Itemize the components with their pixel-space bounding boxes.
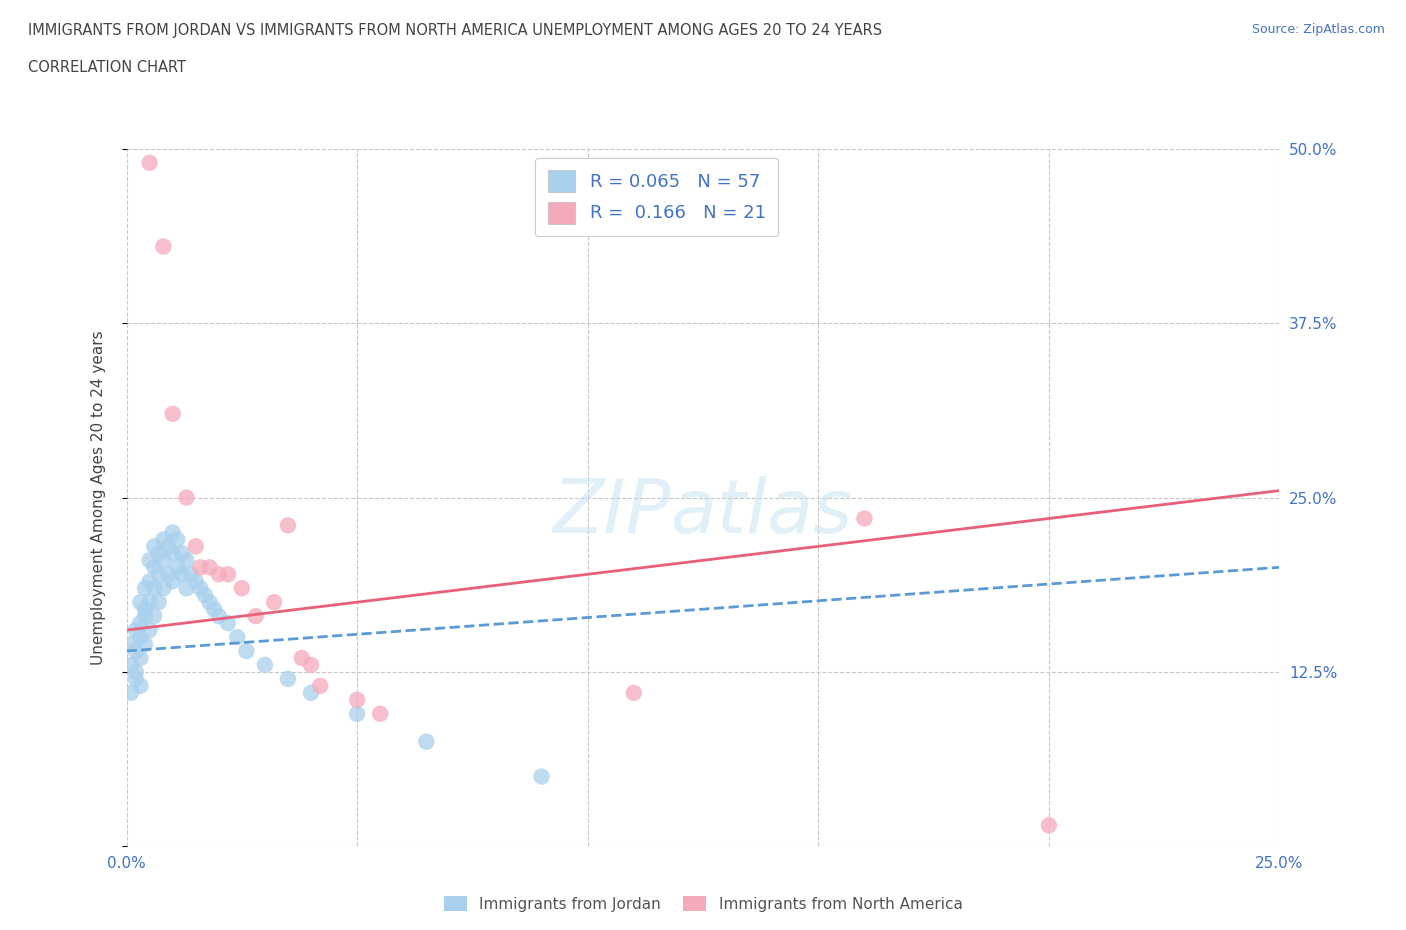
Point [138, 623, 160, 638]
Point [217, 616, 239, 631]
Point [157, 539, 180, 554]
Point [129, 651, 152, 666]
Point [134, 580, 156, 596]
Point [176, 490, 198, 505]
Point [235, 644, 257, 658]
Point [162, 574, 184, 589]
Point [194, 588, 217, 603]
Point [299, 685, 322, 700]
Point [188, 560, 211, 575]
Point [623, 685, 645, 700]
Point [138, 574, 160, 589]
Point [152, 532, 174, 547]
Point [263, 595, 285, 610]
Point [217, 567, 239, 582]
Point [176, 580, 198, 596]
Point [162, 525, 184, 540]
Point [125, 623, 148, 638]
Point [129, 616, 152, 631]
Point [180, 567, 202, 582]
Point [143, 609, 166, 624]
Point [134, 637, 156, 652]
Point [120, 658, 142, 672]
Point [231, 580, 253, 596]
Point [152, 580, 174, 596]
Point [309, 679, 332, 694]
Point [129, 595, 152, 610]
Point [138, 155, 160, 170]
Point [162, 546, 184, 561]
Point [184, 539, 207, 554]
Point [170, 546, 193, 561]
Point [170, 567, 193, 582]
Y-axis label: Unemployment Among Ages 20 to 24 years: Unemployment Among Ages 20 to 24 years [91, 330, 105, 665]
Point [346, 707, 368, 722]
Text: ZIPatlas: ZIPatlas [553, 475, 853, 548]
Point [299, 658, 322, 672]
Point [166, 532, 188, 547]
Point [152, 239, 174, 254]
Point [129, 630, 152, 644]
Point [148, 595, 170, 610]
Point [166, 560, 188, 575]
Point [129, 679, 152, 694]
Point [125, 665, 148, 680]
Point [143, 539, 166, 554]
Point [157, 567, 180, 582]
Point [134, 609, 156, 624]
Point [253, 658, 276, 672]
Point [346, 692, 368, 708]
Point [530, 769, 553, 784]
Point [125, 644, 148, 658]
Point [148, 567, 170, 582]
Point [143, 560, 166, 575]
Point [291, 651, 314, 666]
Point [138, 553, 160, 568]
Legend: R = 0.065   N = 57, R =  0.166   N = 21: R = 0.065 N = 57, R = 0.166 N = 21 [536, 158, 779, 236]
Point [1038, 818, 1060, 833]
Point [208, 609, 231, 624]
Point [277, 671, 299, 686]
Legend: Immigrants from Jordan, Immigrants from North America: Immigrants from Jordan, Immigrants from … [437, 889, 969, 918]
Point [152, 553, 174, 568]
Point [198, 595, 221, 610]
Point [176, 553, 198, 568]
Point [202, 602, 225, 617]
Text: CORRELATION CHART: CORRELATION CHART [28, 60, 186, 75]
Point [277, 518, 299, 533]
Point [162, 406, 184, 421]
Point [125, 671, 148, 686]
Point [198, 560, 221, 575]
Point [138, 595, 160, 610]
Text: Source: ZipAtlas.com: Source: ZipAtlas.com [1251, 23, 1385, 36]
Point [148, 546, 170, 561]
Text: IMMIGRANTS FROM JORDAN VS IMMIGRANTS FROM NORTH AMERICA UNEMPLOYMENT AMONG AGES : IMMIGRANTS FROM JORDAN VS IMMIGRANTS FRO… [28, 23, 882, 38]
Point [134, 602, 156, 617]
Point [226, 630, 249, 644]
Point [208, 567, 231, 582]
Point [120, 637, 142, 652]
Point [245, 609, 267, 624]
Point [184, 574, 207, 589]
Point [853, 512, 876, 526]
Point [415, 735, 437, 750]
Point [368, 707, 391, 722]
Point [120, 685, 142, 700]
Point [188, 580, 211, 596]
Point [143, 580, 166, 596]
